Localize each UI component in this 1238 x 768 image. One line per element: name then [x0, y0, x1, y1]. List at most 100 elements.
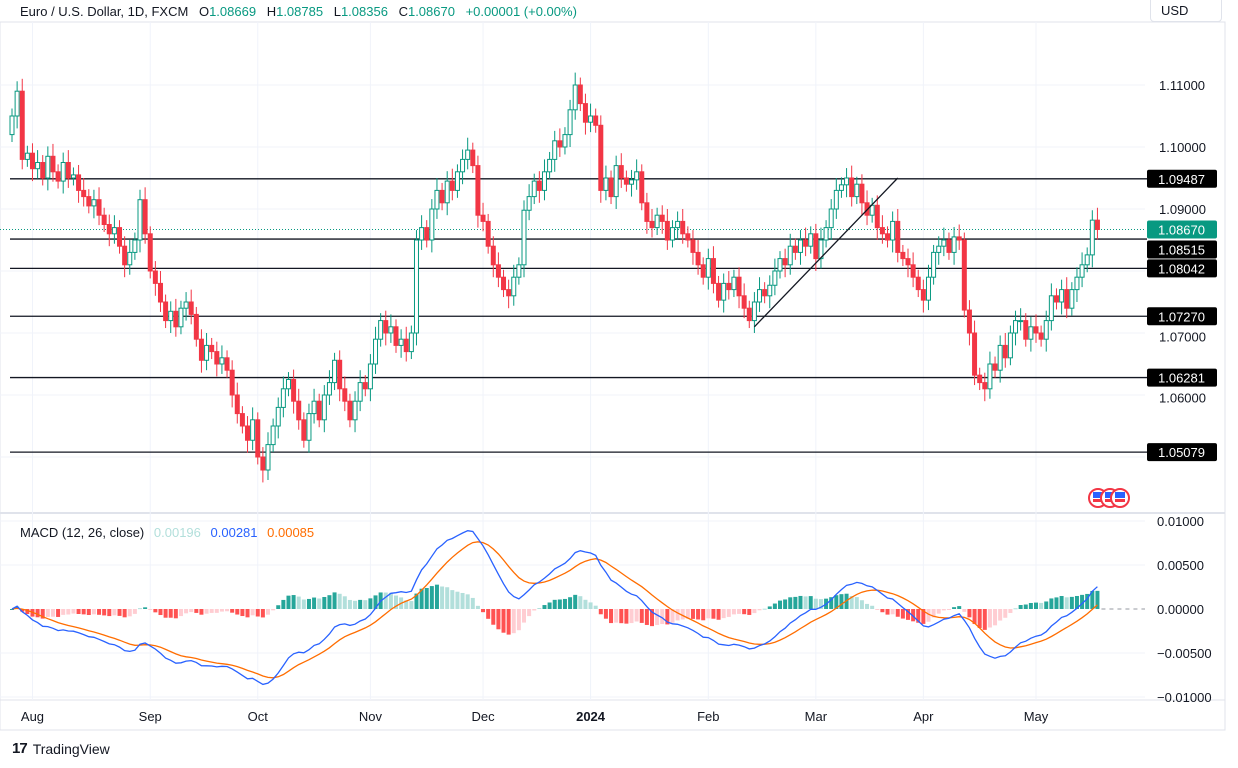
candle-body	[373, 338, 379, 365]
candle-body	[920, 289, 926, 301]
symbol-title[interactable]: Euro / U.S. Dollar, 1D, FXCM	[20, 4, 189, 19]
candle-body	[1018, 320, 1024, 323]
price-level-label: 1.06281	[1158, 371, 1205, 386]
price-level-tag	[1147, 169, 1217, 188]
candle-body	[1074, 276, 1080, 291]
candle-body	[516, 264, 522, 278]
time-axis-label: Apr	[913, 709, 934, 724]
candle-body	[1079, 264, 1085, 278]
macd-histogram-bar	[854, 597, 859, 609]
macd-histogram-bar	[383, 592, 388, 609]
macd-histogram-bar	[859, 600, 864, 609]
candle-body	[96, 199, 102, 216]
candle-body	[588, 115, 594, 123]
macd-histogram-bar	[1049, 598, 1054, 609]
candle-body	[35, 162, 41, 170]
candle-body	[700, 264, 706, 278]
tradingview-logo-icon: 17	[12, 740, 28, 757]
macd-histogram-bar	[644, 609, 649, 625]
macd-histogram-bar	[404, 600, 409, 609]
candle-body	[301, 419, 307, 441]
candle-body	[1013, 320, 1019, 334]
candle-body	[531, 180, 537, 198]
candle-body	[664, 220, 670, 241]
candle-body	[352, 400, 358, 421]
macd-histogram-bar	[1085, 593, 1090, 609]
macd-histogram-bar	[614, 609, 619, 623]
macd-histogram-bar	[696, 609, 701, 620]
candle-body	[767, 284, 773, 297]
trendline	[753, 177, 899, 328]
candle-body	[470, 149, 476, 167]
candle-body	[669, 227, 675, 241]
candle-body	[634, 171, 640, 181]
macd-histogram-bar	[972, 609, 977, 625]
price-level-label: 1.08042	[1158, 261, 1205, 276]
macd-histogram-bar	[537, 608, 542, 610]
macd-histogram-bar	[880, 609, 885, 613]
macd-histogram-bar	[20, 609, 25, 612]
macd-histogram-bar	[306, 598, 311, 609]
low-value: 1.08356	[340, 4, 388, 19]
candle-body	[403, 338, 409, 353]
macd-histogram-bar	[516, 609, 521, 631]
price-level-label: 1.09487	[1158, 172, 1205, 187]
macd-histogram-bar	[138, 608, 142, 610]
candle-body	[562, 134, 568, 148]
macd-axis-label: −0.01000	[1157, 690, 1212, 705]
macd-histogram-bar	[849, 595, 854, 609]
candle-body	[91, 199, 97, 207]
macd-histogram-bar	[803, 596, 808, 609]
candle-body	[168, 310, 174, 322]
flag-stripe	[1105, 499, 1115, 502]
macd-histogram-bar	[911, 609, 916, 622]
macd-histogram-bar	[885, 609, 890, 615]
candle-body	[736, 276, 742, 297]
macd-histogram-bar	[875, 609, 880, 610]
macd-histogram-bar	[178, 609, 183, 617]
macd-histogram-bar	[353, 600, 358, 609]
candle-body	[367, 363, 373, 390]
candle-body	[803, 239, 809, 247]
macd-histogram-bar	[629, 609, 634, 624]
candle-body	[716, 282, 722, 301]
macd-histogram-bar	[199, 609, 204, 615]
macd-histogram-bar	[890, 609, 895, 615]
price-level-label: 1.08515	[1158, 242, 1205, 257]
candle-body	[951, 236, 957, 253]
open-value: 1.08669	[209, 4, 257, 19]
macd-histogram-bar	[260, 609, 265, 618]
macd-histogram-bar	[475, 605, 480, 609]
candle-body	[1007, 332, 1013, 359]
macd-histogram-bar	[778, 600, 782, 609]
macd-histogram-bar	[1003, 609, 1008, 618]
candle-body	[434, 189, 440, 210]
macd-histogram-bar	[450, 590, 455, 609]
tradingview-logo[interactable]: 17 TradingView	[12, 740, 110, 757]
candle-body	[895, 220, 901, 253]
candle-body	[465, 149, 471, 160]
candle-body	[1023, 320, 1029, 340]
time-axis-label: Feb	[697, 709, 719, 724]
candle-body	[757, 289, 763, 303]
candle-body	[255, 419, 261, 458]
candle-body	[547, 158, 553, 173]
price-level-label: 1.05079	[1158, 445, 1205, 460]
macd-histogram-bar	[327, 595, 332, 609]
candle-body	[931, 251, 937, 278]
macd-histogram-bar	[957, 606, 962, 609]
macd-histogram-bar	[1044, 601, 1049, 609]
macd-histogram-bar	[731, 609, 736, 615]
candle-body	[1048, 295, 1054, 322]
candle-body	[613, 165, 619, 198]
currency-button[interactable]: USD	[1150, 0, 1222, 22]
macd-title[interactable]: MACD (12, 26, close)	[20, 525, 145, 540]
candle-body	[14, 90, 20, 117]
macd-histogram-bar	[173, 609, 178, 619]
macd-histogram-bar	[808, 596, 813, 609]
macd-histogram-bar	[245, 609, 250, 618]
macd-histogram-bar	[547, 602, 552, 609]
candle-body	[680, 220, 686, 235]
candle-body	[183, 301, 189, 309]
